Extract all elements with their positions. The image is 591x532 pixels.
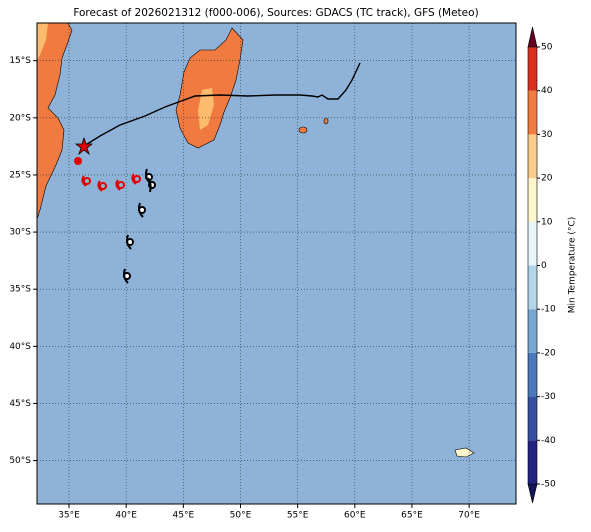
lon-tick-label: 40°E — [115, 511, 137, 521]
colorbar-tick-label: -10 — [541, 305, 556, 315]
colorbar-tick-label: -40 — [541, 436, 556, 446]
map-title: Forecast of 2026021312 (f000-006), Sourc… — [73, 7, 478, 19]
colorbar-band — [528, 134, 537, 179]
tc-symbols — [74, 157, 156, 284]
colorbar-band — [528, 265, 537, 310]
lat-tick-label: 30°S — [9, 228, 31, 238]
lat-tick-label: 15°S — [9, 56, 31, 66]
colorbar-tick-label: 10 — [541, 217, 553, 227]
colorbar: -50 -40 -30 -20 -10 0 10 20 30 40 50 — [527, 26, 556, 504]
colorbar-band — [528, 440, 537, 484]
lat-tick-label: 25°S — [9, 170, 31, 180]
colorbar-band — [528, 309, 537, 353]
colorbar-tick-label: 40 — [541, 86, 553, 96]
map-area — [37, 23, 516, 504]
lon-tick-label: 35°E — [58, 511, 80, 521]
colorbar-tick-label: 30 — [541, 130, 553, 140]
colorbar-tick-label: -30 — [541, 392, 556, 402]
madagascar — [175, 27, 244, 149]
lat-tick-label: 40°S — [9, 342, 31, 352]
ocean — [37, 23, 516, 504]
colorbar-band — [528, 47, 537, 91]
tc-track — [83, 62, 361, 147]
highland — [37, 23, 48, 60]
map-frame — [36, 22, 517, 505]
lon-tick-label: 65°E — [401, 511, 423, 521]
colorbar-tick-label: -20 — [541, 348, 556, 358]
lat-tick-label: 35°S — [9, 285, 31, 295]
lon-tick-label: 70°E — [458, 511, 480, 521]
colorbar-tick-label: -50 — [541, 480, 556, 490]
colorbar-tick-label: 0 — [541, 261, 547, 271]
colorbar-band — [528, 178, 537, 222]
lon-tick-label: 60°E — [344, 511, 366, 521]
lon-tick-label: 55°E — [287, 511, 309, 521]
lon-tick-label: 45°E — [173, 511, 195, 521]
lat-tick-label: 45°S — [9, 399, 31, 409]
lat-tick-label: 20°S — [9, 113, 31, 123]
colorbar-band — [528, 221, 537, 266]
colorbar-band — [528, 396, 537, 441]
island — [298, 126, 308, 134]
lat-tick-label: 50°S — [9, 456, 31, 466]
colorbar-tick-label: 20 — [541, 174, 553, 184]
colorbar-tick-label: 50 — [541, 43, 553, 53]
lon-tick-label: 50°E — [230, 511, 252, 521]
colorbar-extension — [527, 483, 538, 504]
island — [323, 117, 329, 125]
graticule — [37, 23, 516, 504]
colorbar-band — [528, 352, 537, 397]
tc-position — [74, 136, 94, 156]
colorbar-band — [528, 90, 537, 135]
colorbar-label: Min Temperature (°C) — [568, 217, 578, 314]
highland — [198, 88, 214, 130]
island — [454, 447, 475, 458]
colorbar-extension — [527, 26, 538, 48]
